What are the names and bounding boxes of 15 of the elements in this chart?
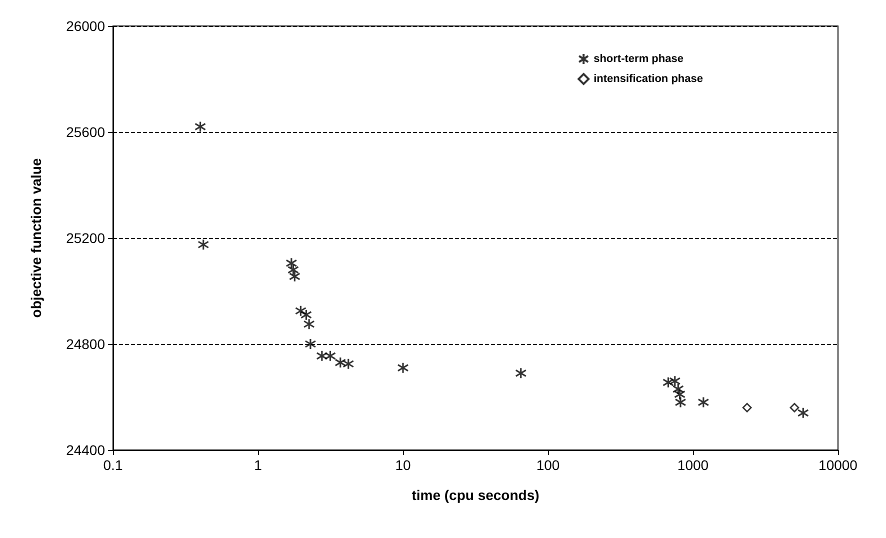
y-axis-title: objective function value <box>28 158 44 318</box>
legend-label: intensification phase <box>594 73 704 85</box>
x-tick-label: 10000 <box>818 457 858 473</box>
x-tick-label: 0.1 <box>103 457 123 473</box>
y-tick-label: 25200 <box>66 230 106 246</box>
legend-label: short-term phase <box>594 53 684 65</box>
x-axis-title: time (cpu seconds) <box>412 487 540 503</box>
y-tick-label: 26000 <box>66 18 106 34</box>
x-tick-label: 10 <box>395 457 411 473</box>
x-tick-label: 1000 <box>677 457 709 473</box>
x-tick-label: 100 <box>536 457 560 473</box>
y-tick-label: 25600 <box>66 124 106 140</box>
y-tick-label: 24400 <box>66 442 106 458</box>
x-tick-label: 1 <box>254 457 262 473</box>
y-tick-label: 24800 <box>66 336 106 352</box>
